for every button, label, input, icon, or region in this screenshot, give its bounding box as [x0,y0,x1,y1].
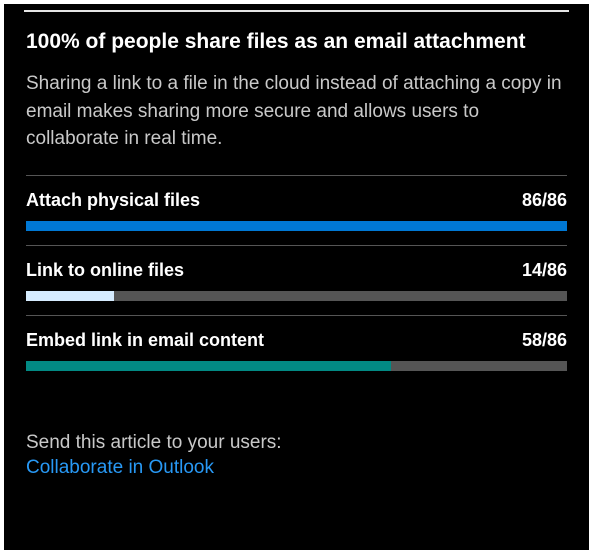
card-footer: Send this article to your users: Collabo… [4,385,589,480]
progress-track [26,291,567,301]
metric-row: Embed link in email content 58/86 [26,330,567,351]
metric-label: Link to online files [26,260,184,281]
metric-value: 14/86 [522,260,567,281]
metric-label: Attach physical files [26,190,200,211]
progress-track [26,221,567,231]
progress-fill [26,221,567,231]
footer-prompt: Send this article to your users: [26,429,567,458]
progress-fill [26,291,114,301]
insight-card: 100% of people share files as an email a… [4,4,589,550]
metric-link-online: Link to online files 14/86 [4,246,589,315]
metric-value: 58/86 [522,330,567,351]
progress-track [26,361,567,371]
metric-value: 86/86 [522,190,567,211]
metric-row: Link to online files 14/86 [26,260,567,281]
progress-fill [26,361,391,371]
metric-label: Embed link in email content [26,330,264,351]
metric-row: Attach physical files 86/86 [26,190,567,211]
metric-embed-link: Embed link in email content 58/86 [4,316,589,385]
card-subtitle: Sharing a link to a file in the cloud in… [4,70,589,175]
collaborate-link[interactable]: Collaborate in Outlook [26,457,214,479]
metric-attach-physical: Attach physical files 86/86 [4,176,589,245]
card-title: 100% of people share files as an email a… [4,12,589,70]
